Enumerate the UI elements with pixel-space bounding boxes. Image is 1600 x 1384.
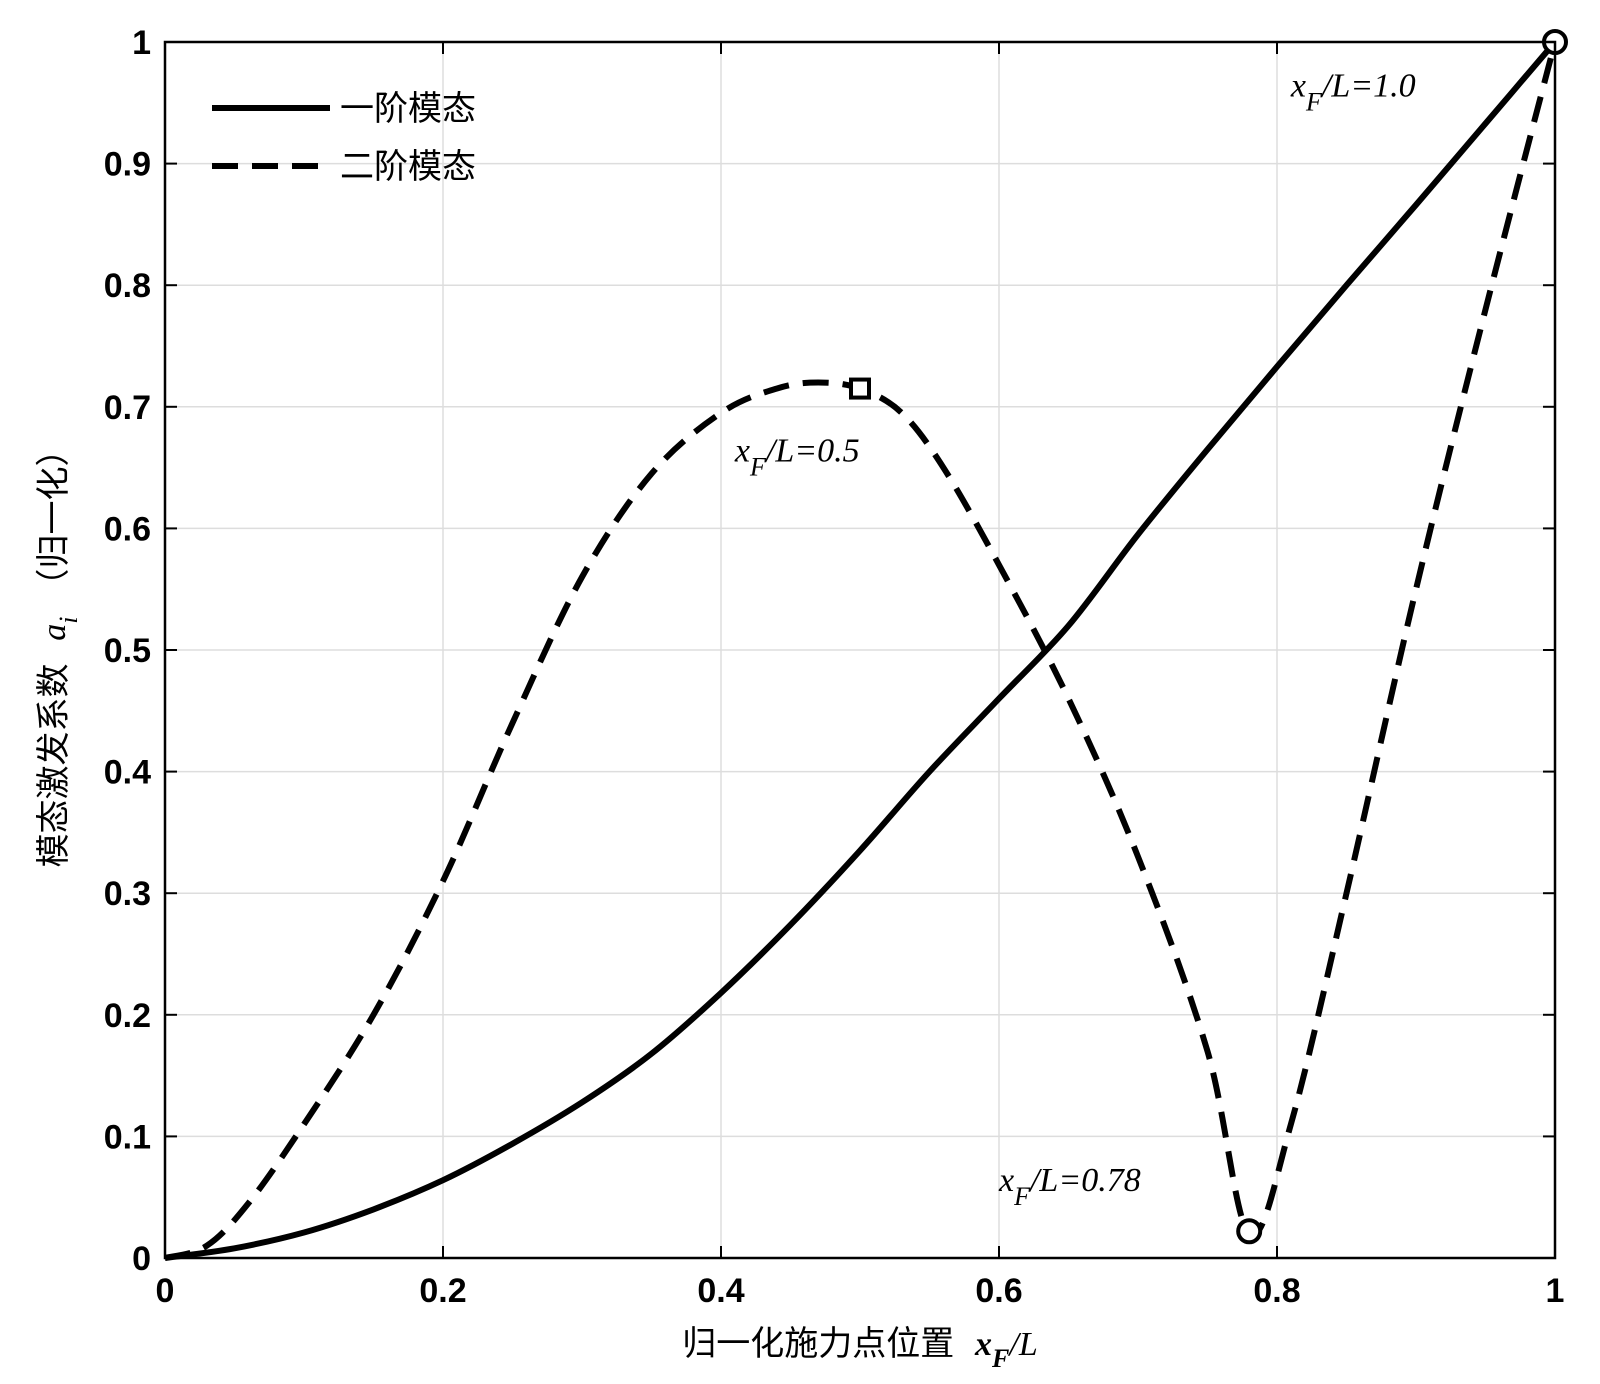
- y-axis-label: 模态激发系数 ai （归一化）: [34, 432, 83, 867]
- x-tick-label: 0.8: [1253, 1272, 1300, 1310]
- y-axis-label-text: 模态激发系数: [34, 664, 74, 868]
- y-tick-label: 0.7: [104, 389, 151, 427]
- x-tick-label: 0: [156, 1272, 175, 1310]
- annotation-label: xF/L=0.5: [734, 433, 860, 482]
- y-tick-label: 0.4: [104, 754, 151, 792]
- x-axis-label-var: x: [974, 1326, 992, 1363]
- legend: 一阶模态 二阶模态: [212, 89, 476, 187]
- y-tick-label: 0.1: [104, 1118, 151, 1156]
- x-axis-label-sub: F: [991, 1344, 1009, 1373]
- x-axis-label-text: 归一化施力点位置: [682, 1324, 954, 1364]
- x-tick-label: 1: [1546, 1272, 1565, 1310]
- annotation-label: xF/L=0.78: [998, 1162, 1141, 1211]
- y-axis-label-sub: i: [54, 616, 83, 623]
- legend-label-mode-2: 二阶模态: [340, 147, 476, 187]
- marker-square: [849, 377, 871, 400]
- y-tick-label: 0.8: [104, 267, 151, 305]
- marker-circle: [1236, 1218, 1263, 1245]
- y-tick-label: 0.5: [104, 632, 151, 670]
- y-tick-label: 0.6: [104, 510, 151, 548]
- y-tick-label: 0: [132, 1240, 151, 1278]
- y-tick-label: 0.3: [104, 875, 151, 913]
- x-axis-label-tail: /L: [1007, 1326, 1037, 1363]
- annotation-label: xF/L=1.0: [1290, 68, 1416, 117]
- y-axis-label-tail: （归一化）: [34, 432, 74, 602]
- x-axis-label: 归一化施力点位置 xF/L: [682, 1324, 1038, 1373]
- x-tick-label: 0.4: [697, 1272, 744, 1310]
- legend-label-mode-1: 一阶模态: [340, 89, 476, 129]
- axis-ticks: 0 0.2 0.4 0.6 0.8 1 0 0.1 0.2 0.3 0.4 0.5 0.6 0.7 0.8 0…: [104, 24, 1565, 1310]
- series-layer: [164, 40, 1558, 1261]
- series-mode-2-line: [164, 41, 1558, 1261]
- x-tick-label: 0.6: [975, 1272, 1022, 1310]
- y-tick-label: 0.9: [104, 146, 151, 184]
- y-axis-label-var: a: [36, 624, 73, 641]
- y-tick-label: 0.2: [104, 997, 151, 1035]
- series-mode-1-line: [164, 40, 1558, 1261]
- annotation-layer: xF/L=0.5 xF/L=0.78 xF/L=1.0: [734, 68, 1416, 1211]
- x-tick-label: 0.2: [419, 1272, 466, 1310]
- y-tick-label: 1: [132, 24, 151, 62]
